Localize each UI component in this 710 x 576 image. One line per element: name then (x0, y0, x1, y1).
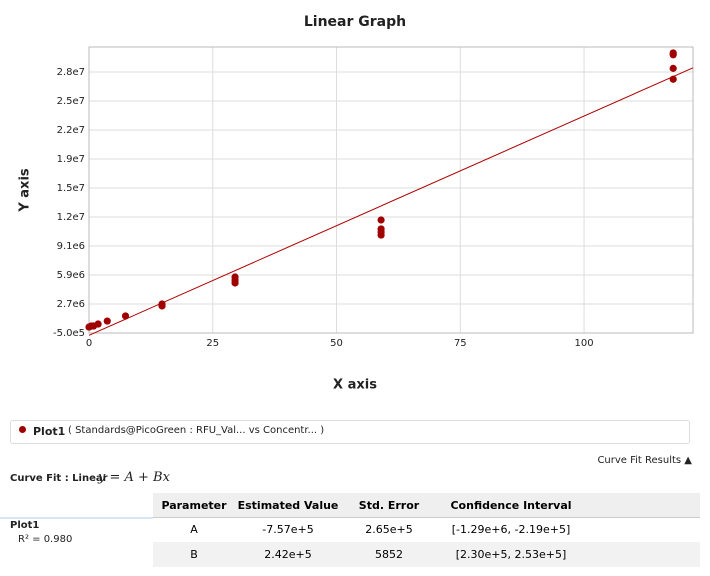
group-name: Plot1 (10, 520, 40, 531)
legend-name[interactable]: Plot1 (33, 425, 66, 438)
legend-description: ( Standards@PicoGreen : RFU_Val... vs Co… (68, 425, 325, 436)
data-point (85, 323, 93, 331)
column-header: Std. Error (358, 499, 420, 512)
r-squared: R² = 0.980 (18, 534, 73, 545)
table-cell: [-1.29e+6, -2.19e+5] (451, 523, 571, 536)
y-tick-label: 2.2e7 (57, 125, 85, 136)
data-point (103, 317, 111, 325)
table-cell: A (190, 523, 198, 536)
y-tick-label: 2.8e7 (57, 67, 85, 78)
data-point (377, 231, 385, 239)
y-tick-label: 1.2e7 (57, 212, 85, 223)
column-header: Estimated Value (237, 499, 339, 512)
x-tick-label: 100 (575, 338, 594, 349)
legend-marker (19, 426, 26, 433)
x-tick-label: 25 (206, 338, 219, 349)
chart: Linear Graph X axis Y axis -5.0e5 2.7e6 5.… (18, 14, 694, 393)
equation: y = A + Bx (98, 470, 170, 485)
y-tick-label: 2.5e7 (57, 96, 85, 107)
y-tick-label: 1.9e7 (57, 154, 85, 165)
chart-title: Linear Graph (304, 14, 406, 30)
data-point (158, 302, 166, 310)
legend: Plot1 ( Standards@PicoGreen : RFU_Val...… (10, 420, 690, 444)
y-tick-label: 9.1e6 (57, 241, 85, 252)
curve-fit-toggle[interactable]: Curve Fit Results ▲ (597, 455, 692, 466)
x-axis-label: X axis (333, 378, 377, 393)
curve-fit-label: Curve Fit : Linear (10, 473, 108, 484)
data-point (669, 75, 677, 83)
data-point (121, 312, 130, 320)
table-cell: 5852 (375, 548, 403, 561)
x-tick-label: 75 (454, 338, 467, 349)
data-point (231, 279, 239, 287)
y-tick-label: 5.9e6 (57, 270, 85, 281)
column-header: Confidence Interval (450, 499, 572, 512)
table-cell: 2.42e+5 (264, 548, 312, 561)
table-cell: B (190, 548, 198, 561)
table-header (153, 493, 700, 518)
table-cell: -7.57e+5 (262, 523, 314, 536)
x-tick-label: 50 (330, 338, 343, 349)
group-cell (0, 517, 153, 569)
fit-line (88, 67, 694, 336)
row-stripe (153, 542, 700, 567)
column-header: Parameter (161, 499, 227, 512)
data-point (377, 216, 385, 224)
y-tick-label: 2.7e6 (57, 299, 85, 310)
table-cell: [2.30e+5, 2.53e+5] (455, 548, 567, 561)
table-cell: 2.65e+5 (365, 523, 413, 536)
data-point (669, 51, 677, 59)
data-point (669, 64, 677, 72)
plot-frame (88, 46, 694, 334)
y-tick-label: -5.0e5 (53, 328, 85, 339)
y-tick-label: 1.5e7 (57, 183, 85, 194)
x-tick-label: 0 (86, 338, 92, 349)
y-axis-label: Y axis (18, 168, 33, 213)
